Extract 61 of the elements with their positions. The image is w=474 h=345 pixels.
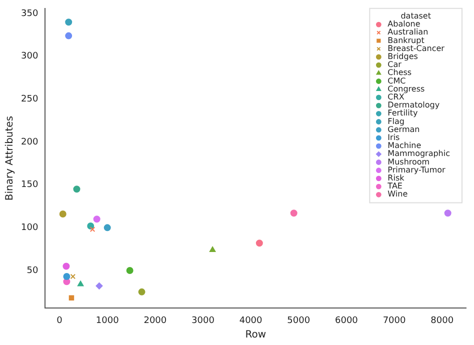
point <box>63 273 70 280</box>
legend-label: Car <box>388 60 402 70</box>
x-tick-label: 2000 <box>144 316 167 326</box>
x-tick-label: 6000 <box>334 316 358 326</box>
x-tick-label: 7000 <box>382 316 406 326</box>
y-tick-label: 150 <box>20 180 38 190</box>
point <box>96 282 103 290</box>
legend-label: Mushroom <box>388 157 430 166</box>
point <box>126 267 134 274</box>
legend-label: Abalone <box>388 20 420 29</box>
y-tick-label: 300 <box>20 52 38 62</box>
legend-label: Mammographic <box>388 149 450 158</box>
legend-label: Wine <box>388 190 408 199</box>
point <box>209 246 216 252</box>
point <box>290 210 298 217</box>
x-tick-label: 1000 <box>96 316 120 326</box>
legend-label: Bridges <box>388 52 418 62</box>
point <box>77 280 84 286</box>
y-tick-label: 50 <box>26 266 38 276</box>
y-axis-title: Binary Attributes <box>4 116 16 201</box>
point <box>90 226 96 232</box>
legend-label: Flag <box>388 116 404 126</box>
point <box>59 210 66 218</box>
y-tick-label: 350 <box>20 8 38 19</box>
point <box>70 274 76 280</box>
legend-label: Iris <box>388 133 400 142</box>
legend-label: Dermatology <box>388 100 440 110</box>
x-tick-label: 8000 <box>430 316 454 326</box>
x-tick-label: 3000 <box>192 316 215 326</box>
legend-label: Chess <box>388 68 412 78</box>
point <box>93 216 100 223</box>
legend-label: Machine <box>388 141 422 150</box>
y-tick-label: 200 <box>20 137 38 148</box>
x-tick-label: 0 <box>56 316 63 326</box>
legend-label: Breast-Cancer <box>388 44 446 53</box>
x-tick-label: 4000 <box>239 316 263 326</box>
point <box>65 18 72 26</box>
legend-label: TAE <box>386 182 402 191</box>
point <box>65 32 72 40</box>
legend-label: German <box>388 124 420 134</box>
point <box>444 210 452 217</box>
legend-label: Risk <box>388 174 405 183</box>
point <box>87 222 94 230</box>
legend-label: Australian <box>388 28 428 37</box>
legend-label: CMC <box>388 76 406 86</box>
point <box>62 262 70 270</box>
x-axis-title: Row <box>245 330 266 341</box>
legend-label: Bankrupt <box>388 36 424 45</box>
legend-label: Congress <box>388 84 425 94</box>
y-tick-label: 100 <box>20 223 38 234</box>
legend-label: Fertility <box>388 108 418 118</box>
legend-title: dataset <box>400 12 431 21</box>
legend-label: Primary-Tumor <box>388 165 446 174</box>
y-tick-label: 250 <box>20 94 38 105</box>
point <box>68 295 74 301</box>
point <box>256 240 263 247</box>
point <box>73 186 80 193</box>
point <box>104 224 111 232</box>
point <box>138 288 146 296</box>
x-tick-label: 5000 <box>287 316 310 326</box>
legend-label: CRX <box>388 92 405 102</box>
